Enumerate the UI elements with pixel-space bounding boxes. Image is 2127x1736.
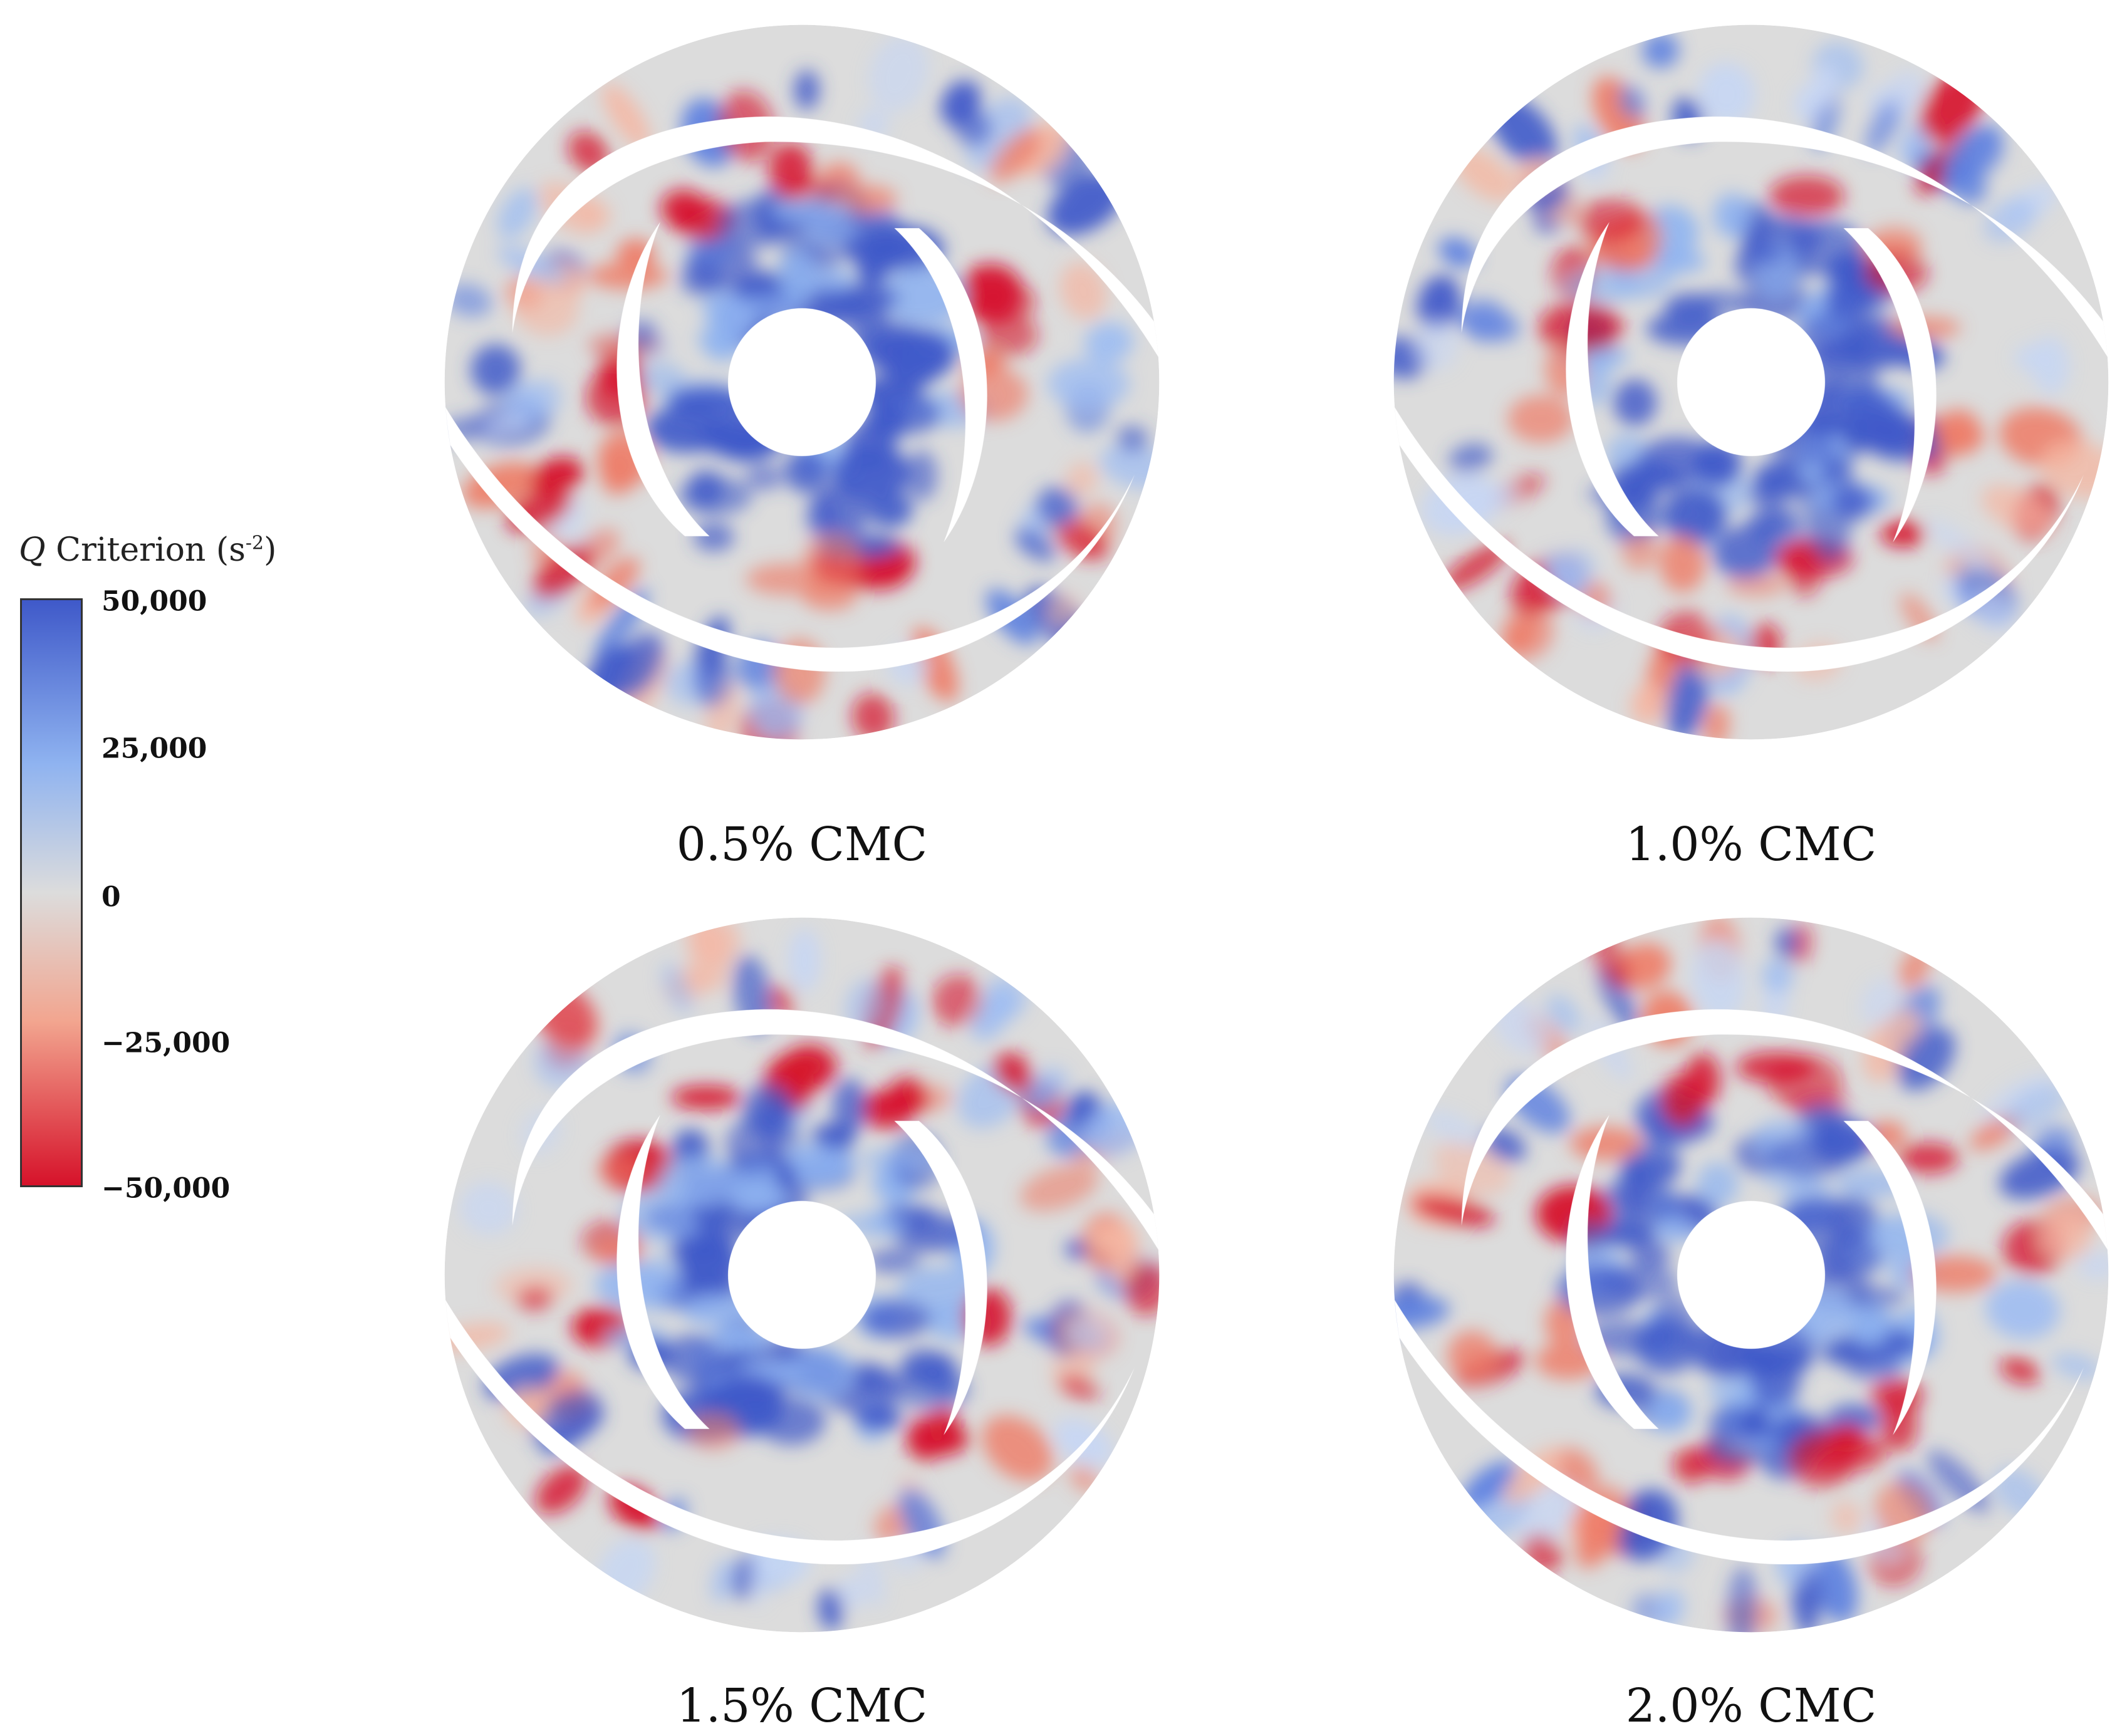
impeller-contour-4 [1393, 917, 2109, 1633]
impeller-contour-1 [444, 24, 1160, 740]
contour-panel-3 [432, 905, 1172, 1645]
tick-label-high: 25,000 [101, 732, 207, 765]
colorbar [20, 598, 83, 1187]
panel-caption-3: 1.5% CMC [676, 1679, 928, 1733]
legend-title-exponent: -2 [245, 532, 264, 554]
tick-label-max: 50,000 [101, 585, 207, 618]
legend-title: Q Criterion (s-2) [19, 531, 276, 569]
panel-caption-4: 2.0% CMC [1625, 1679, 1877, 1733]
impeller-contour-2 [1393, 24, 2109, 740]
contour-panel-4 [1381, 905, 2121, 1645]
legend-title-text: Criterion (s [45, 531, 246, 569]
impeller-contour-3 [444, 917, 1160, 1633]
panel-caption-2: 1.0% CMC [1625, 818, 1877, 871]
legend-title-symbol: Q [19, 531, 46, 569]
contour-panel-2 [1381, 13, 2121, 752]
tick-label-min: −50,000 [101, 1172, 231, 1205]
contour-panel-1 [432, 13, 1172, 752]
tick-label-zero: 0 [101, 881, 121, 913]
tick-label-low: −25,000 [101, 1027, 231, 1059]
legend-title-close: ) [264, 531, 277, 569]
panel-caption-1: 0.5% CMC [676, 818, 928, 871]
